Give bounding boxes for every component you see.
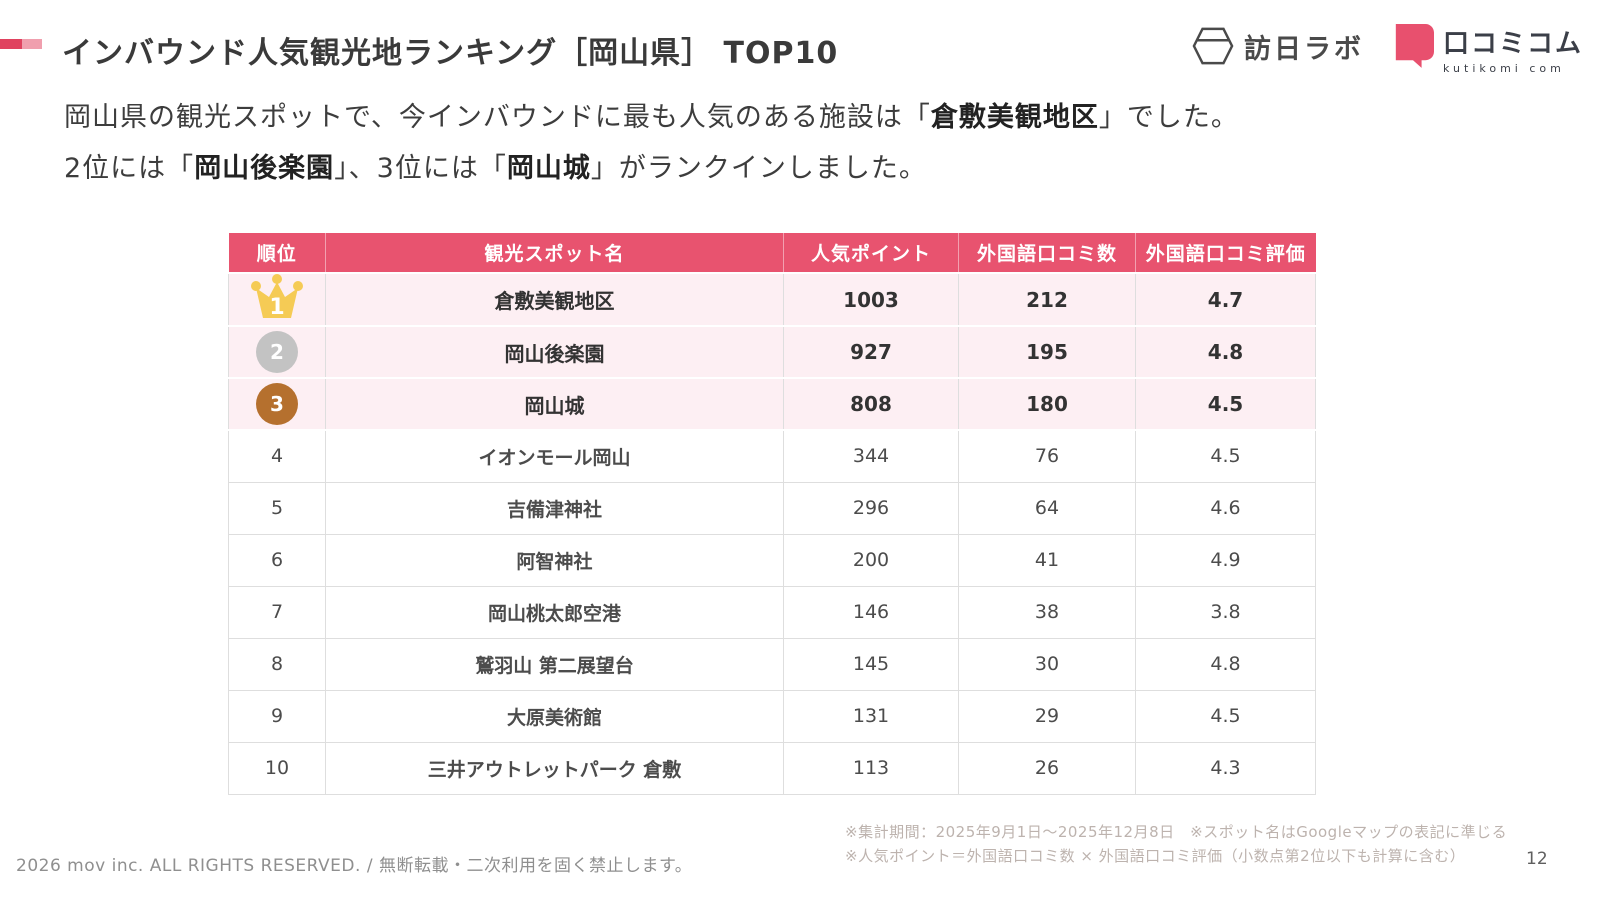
points-cell: 344 — [783, 429, 959, 483]
spot-name-cell: 吉備津神社 — [325, 481, 784, 535]
bronze-medal-badge: 3 — [256, 383, 298, 425]
spot-name-cell: 阿智神社 — [325, 533, 784, 587]
silver-medal-badge: 2 — [256, 331, 298, 373]
rank-cell: 3 — [228, 377, 326, 431]
points-cell: 1003 — [783, 272, 959, 327]
table-header-row: 順位 観光スポット名 人気ポイント 外国語口コミ数 外国語口コミ評価 — [228, 233, 1316, 273]
points-cell: 131 — [783, 689, 959, 743]
dash-light-segment — [22, 39, 42, 49]
review-rating-cell: 4.7 — [1135, 272, 1316, 327]
review-rating-cell: 4.5 — [1135, 689, 1316, 743]
ranking-table: 順位 観光スポット名 人気ポイント 外国語口コミ数 外国語口コミ評価 1 倉敷美観… — [228, 233, 1316, 795]
table-row: 7 岡山桃太郎空港 146 38 3.8 — [228, 585, 1316, 639]
points-cell: 927 — [783, 325, 959, 379]
footnote-line-1: ※集計期間：2025年9月1日～2025年12月8日 ※スポット名はGoogle… — [845, 823, 1508, 841]
header-review-rating: 外国語口コミ評価 — [1135, 233, 1316, 273]
kutikomi-wordmark: 口コミコム — [1443, 29, 1584, 59]
review-rating-cell: 4.5 — [1135, 429, 1316, 483]
title-accent-dash — [0, 39, 42, 49]
houjitsu-lab-wordmark: 訪日ラボ — [1244, 33, 1364, 65]
table-row: 9 大原美術館 131 29 4.5 — [228, 689, 1316, 743]
review-count-cell: 180 — [958, 377, 1136, 431]
points-cell: 113 — [783, 741, 959, 795]
rank-cell: 6 — [228, 533, 326, 587]
top3-spot-name: 岡山城 — [506, 153, 591, 184]
points-cell: 200 — [783, 533, 959, 587]
points-cell: 808 — [783, 377, 959, 431]
svg-text:1: 1 — [269, 295, 284, 320]
spot-name-cell: 鷲羽山 第二展望台 — [325, 637, 784, 691]
ranking-table-body: 1 倉敷美観地区 1003 212 4.7 2 岡山後楽園 927 195 4.8 3 岡山城 808 1… — [228, 272, 1316, 795]
table-row: 3 岡山城 808 180 4.5 — [228, 377, 1316, 431]
review-count-cell: 64 — [958, 481, 1136, 535]
houjitsu-lab-logo: 訪日ラボ — [1192, 26, 1364, 66]
footnote-line-2: ※人気ポイント＝外国語口コミ数 × 外国語口コミ評価（小数点第2位以下も計算に含… — [845, 847, 1466, 865]
review-count-cell: 195 — [958, 325, 1136, 379]
review-rating-cell: 3.8 — [1135, 585, 1316, 639]
review-count-cell: 26 — [958, 741, 1136, 795]
review-count-cell: 30 — [958, 637, 1136, 691]
header-spot-name: 観光スポット名 — [325, 233, 784, 273]
review-count-cell: 212 — [958, 272, 1136, 327]
rank-cell: 9 — [228, 689, 326, 743]
kutikomi-subtext: kutikomi com — [1443, 62, 1565, 75]
header-review-count: 外国語口コミ数 — [958, 233, 1136, 273]
table-row: 8 鷲羽山 第二展望台 145 30 4.8 — [228, 637, 1316, 691]
intro-line-2: 2位には「岡山後楽園」、3位には「岡山城」がランクインしました。 — [64, 153, 927, 184]
review-rating-cell: 4.9 — [1135, 533, 1316, 587]
table-row: 6 阿智神社 200 41 4.9 — [228, 533, 1316, 587]
rank-cell: 7 — [228, 585, 326, 639]
table-row: 1 倉敷美観地区 1003 212 4.7 — [228, 272, 1316, 327]
points-cell: 146 — [783, 585, 959, 639]
points-cell: 296 — [783, 481, 959, 535]
review-rating-cell: 4.8 — [1135, 325, 1316, 379]
table-row: 2 岡山後楽園 927 195 4.8 — [228, 325, 1316, 379]
rank-cell: 8 — [228, 637, 326, 691]
spot-name-cell: 大原美術館 — [325, 689, 784, 743]
table-row: 5 吉備津神社 296 64 4.6 — [228, 481, 1316, 535]
rank-cell: 1 — [228, 272, 326, 327]
points-cell: 145 — [783, 637, 959, 691]
review-count-cell: 41 — [958, 533, 1136, 587]
spot-name-cell: 岡山城 — [325, 377, 784, 431]
gold-crown-icon: 1 — [250, 274, 304, 320]
header-rank: 順位 — [228, 233, 326, 273]
ranking-table-container: 順位 観光スポット名 人気ポイント 外国語口コミ数 外国語口コミ評価 1 倉敷美観… — [228, 233, 1316, 795]
footnotes: ※集計期間：2025年9月1日～2025年12月8日 ※スポット名はGoogle… — [845, 820, 1507, 868]
review-rating-cell: 4.8 — [1135, 637, 1316, 691]
spot-name-cell: イオンモール岡山 — [325, 429, 784, 483]
top2-spot-name: 岡山後楽園 — [194, 153, 335, 184]
rank-cell: 2 — [228, 325, 326, 379]
dash-dark-segment — [0, 39, 22, 49]
spot-name-cell: 倉敷美観地区 — [325, 272, 784, 327]
review-count-cell: 29 — [958, 689, 1136, 743]
kutikomi-logo: 口コミコム kutikomi com — [1392, 20, 1583, 75]
rank-cell: 4 — [228, 429, 326, 483]
review-rating-cell: 4.3 — [1135, 741, 1316, 795]
top1-spot-name: 倉敷美観地区 — [930, 102, 1099, 133]
table-row: 4 イオンモール岡山 344 76 4.5 — [228, 429, 1316, 483]
rank-cell: 5 — [228, 481, 326, 535]
header-points: 人気ポイント — [783, 233, 959, 273]
table-row: 10 三井アウトレットパーク 倉敷 113 26 4.3 — [228, 741, 1316, 795]
review-rating-cell: 4.6 — [1135, 481, 1316, 535]
review-rating-cell: 4.5 — [1135, 377, 1316, 431]
page-title: インバウンド人気観光地ランキング［岡山県］ TOP10 — [62, 36, 839, 71]
rank-cell: 10 — [228, 741, 326, 795]
spot-name-cell: 岡山桃太郎空港 — [325, 585, 784, 639]
review-count-cell: 38 — [958, 585, 1136, 639]
spot-name-cell: 岡山後楽園 — [325, 325, 784, 379]
page-number: 12 — [1526, 849, 1548, 869]
intro-text: 岡山県の観光スポットで、今インバウンドに最も人気のある施設は「倉敷美観地区」でし… — [64, 92, 1239, 194]
review-count-cell: 76 — [958, 429, 1136, 483]
hexagon-icon — [1192, 27, 1234, 65]
spot-name-cell: 三井アウトレットパーク 倉敷 — [325, 741, 784, 795]
speech-bubble-icon — [1395, 23, 1434, 68]
intro-line-1: 岡山県の観光スポットで、今インバウンドに最も人気のある施設は「倉敷美観地区」でし… — [64, 102, 1239, 133]
copyright-text: 2026 mov inc. ALL RIGHTS RESERVED. / 無断転… — [16, 856, 693, 876]
